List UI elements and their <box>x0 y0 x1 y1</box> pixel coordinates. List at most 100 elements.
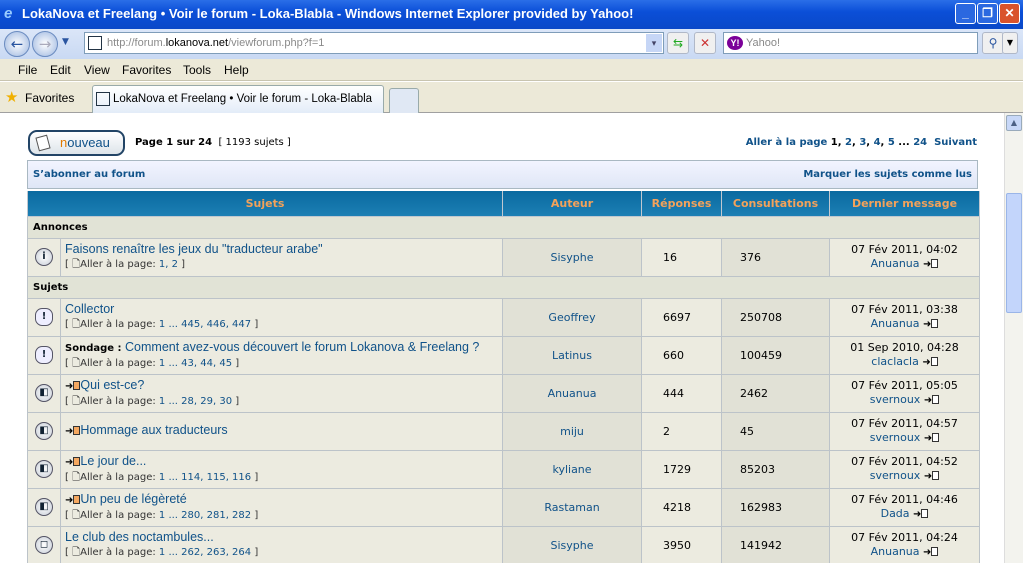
page-icon: 🗋 <box>72 357 81 369</box>
topic-replies: 660 <box>641 335 723 375</box>
topic-page-links[interactable]: 1 ... 43, 44, 45 <box>158 357 233 369</box>
last-post-date: 07 Fév 2011, 04:46 <box>851 492 958 506</box>
pagination-link[interactable]: 5 <box>887 137 895 148</box>
topic-views: 45 <box>721 411 831 451</box>
view-latest-post-icon[interactable]: ➜ <box>924 432 940 444</box>
sticky-icon: ! <box>35 308 53 326</box>
topic-author[interactable]: miju <box>502 411 643 451</box>
topic-unread-icon: ◧ <box>35 460 53 478</box>
restore-button[interactable]: ❐ <box>977 3 998 24</box>
tab-current[interactable]: LokaNova et Freelang • Voir le forum - L… <box>92 85 384 113</box>
menu-file[interactable]: File <box>18 63 38 77</box>
topic-title-link[interactable]: Hommage aux traducteurs <box>80 423 228 437</box>
scroll-up-button[interactable]: ▲ <box>1006 115 1022 131</box>
view-latest-post-icon[interactable]: ➜ <box>923 258 939 270</box>
topic-author[interactable]: kyliane <box>502 449 643 489</box>
topic-title-link[interactable]: Un peu de légèreté <box>80 491 187 506</box>
topic-author[interactable]: Latinus <box>502 335 643 375</box>
new-post-icon[interactable]: ➜ <box>65 456 81 468</box>
menu-view[interactable]: View <box>84 63 110 77</box>
stop-button[interactable]: ✕ <box>694 32 716 54</box>
favorites-bar: ★ Favorites LokaNova et Freelang • Voir … <box>0 82 1023 113</box>
menu-edit[interactable]: Edit <box>50 63 71 77</box>
page-icon: 🗋 <box>72 259 81 270</box>
view-latest-post-icon[interactable]: ➜ <box>922 356 938 368</box>
topic-page-links[interactable]: 1 ... 280, 281, 282 <box>158 509 252 521</box>
last-post-author[interactable]: Anuanua <box>870 316 920 330</box>
vertical-scrollbar[interactable]: ▲ <box>1004 113 1023 563</box>
topic-views: 141942 <box>721 525 831 563</box>
goto-page-label: Aller à la page: <box>80 319 156 330</box>
topic-replies: 6697 <box>641 297 723 337</box>
topic-title-link[interactable]: Le club des noctambules... <box>65 530 214 544</box>
pagination-link[interactable]: 3 <box>859 137 867 148</box>
topic-author[interactable]: Sisyphe <box>502 525 643 563</box>
last-post-author[interactable]: Dada <box>880 506 910 520</box>
menu-help[interactable]: Help <box>224 63 249 77</box>
minimize-button[interactable]: _ <box>955 3 976 24</box>
topic-page-links[interactable]: 1 ... 445, 446, 447 <box>158 319 252 330</box>
topic-page-links[interactable]: 1 ... 114, 115, 116 <box>158 471 252 483</box>
close-button[interactable]: ✕ <box>999 3 1020 24</box>
topic-title-link[interactable]: Collector <box>65 302 115 316</box>
scroll-thumb[interactable] <box>1006 193 1022 313</box>
search-input[interactable]: Y! Yahoo! <box>723 32 978 54</box>
new-post-icon[interactable]: ➜ <box>65 426 81 437</box>
goto-page-label: Aller à la page: <box>80 357 156 369</box>
section-header: Sujets <box>26 275 981 299</box>
topic-row: i Faisons renaître les jeux du "traducte… <box>27 237 981 277</box>
new-topic-button[interactable]: nouveau <box>28 130 125 156</box>
last-post-author[interactable]: svernoux <box>869 392 921 406</box>
topic-title-link[interactable]: Faisons renaître les jeux du "traducteur… <box>65 242 323 256</box>
topic-title-link[interactable]: Qui est-ce? <box>80 377 145 392</box>
topic-replies: 3950 <box>641 525 723 563</box>
recent-pages-dropdown[interactable]: ▼ <box>62 37 69 47</box>
view-latest-post-icon[interactable]: ➜ <box>924 470 940 482</box>
topic-title-link[interactable]: Comment avez-vous découvert le forum Lok… <box>125 339 480 354</box>
last-post-date: 07 Fév 2011, 04:57 <box>851 416 958 430</box>
search-options-button[interactable]: ▼ <box>1002 32 1018 54</box>
new-post-icon[interactable]: ➜ <box>65 494 81 506</box>
pagination-link[interactable]: 2 <box>845 137 853 148</box>
menu-favorites[interactable]: Favorites <box>122 63 172 77</box>
pagination-link[interactable]: 24 <box>913 137 928 148</box>
view-latest-post-icon[interactable]: ➜ <box>913 508 929 520</box>
topic-author[interactable]: Anuanua <box>502 373 643 413</box>
section-label: Annonces <box>26 215 981 239</box>
last-post-author[interactable]: Anuanua <box>870 544 920 558</box>
address-dropdown-icon[interactable]: ▾ <box>646 34 662 52</box>
topic-views: 100459 <box>721 335 831 375</box>
mark-read-link[interactable]: Marquer les sujets comme lus <box>803 169 972 180</box>
goto-page-label: Aller à la page: <box>80 509 156 521</box>
topic-pages: [ 🗋Aller à la page: 1 ... 262, 263, 264 … <box>65 547 259 558</box>
topic-page-links[interactable]: 1, 2 <box>158 259 178 270</box>
pagination-next[interactable]: Suivant <box>934 137 977 148</box>
favorites-button[interactable]: Favorites <box>25 91 75 105</box>
topic-page-links[interactable]: 1 ... 28, 29, 30 <box>158 395 233 407</box>
view-latest-post-icon[interactable]: ➜ <box>923 318 939 330</box>
last-post-author[interactable]: svernoux <box>869 468 921 482</box>
tab-title: LokaNova et Freelang • Voir le forum - L… <box>113 93 373 105</box>
topic-author[interactable]: Sisyphe <box>502 237 643 277</box>
address-input[interactable]: http://forum.lokanova.net/viewforum.php?… <box>84 32 664 54</box>
pagination-link[interactable]: 4 <box>873 137 881 148</box>
last-post-author[interactable]: Anuanua <box>870 256 920 270</box>
subscribe-link[interactable]: S’abonner au forum <box>33 169 146 180</box>
topic-author[interactable]: Rastaman <box>502 487 643 527</box>
view-latest-post-icon[interactable]: ➜ <box>924 394 940 406</box>
menu-tools[interactable]: Tools <box>183 63 212 77</box>
topic-unread-icon: ◧ <box>35 422 53 440</box>
view-latest-post-icon[interactable]: ➜ <box>923 546 939 558</box>
last-post-author[interactable]: svernoux <box>869 430 921 444</box>
last-post-author[interactable]: claclacla <box>871 354 919 368</box>
search-button[interactable]: ⚲ <box>982 32 1004 54</box>
topic-author[interactable]: Geoffrey <box>502 297 643 337</box>
topic-page-links[interactable]: 1 ... 262, 263, 264 <box>158 547 252 558</box>
new-post-icon[interactable]: ➜ <box>65 380 81 392</box>
refresh-button[interactable]: ⇆ <box>667 32 689 54</box>
topic-title-link[interactable]: Le jour de... <box>80 453 147 468</box>
new-tab-button[interactable] <box>389 88 419 113</box>
back-button[interactable]: ← <box>4 31 30 57</box>
forward-button[interactable]: → <box>32 31 58 57</box>
section-label: Sujets <box>26 275 981 299</box>
